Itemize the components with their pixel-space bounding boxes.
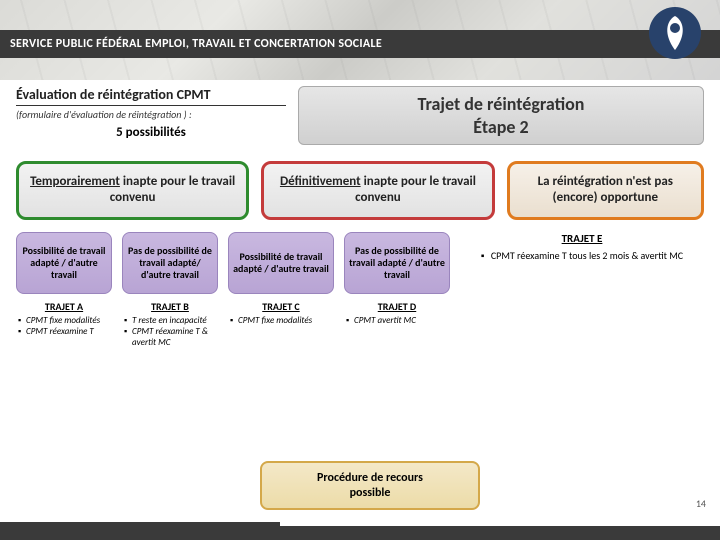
trajet-a-bullets: CPMT fixe modalités CPMT réexamine T xyxy=(16,315,112,338)
trajet-c-label: TRAJET C xyxy=(228,300,334,313)
cat-temp-under: Temporairement xyxy=(30,174,120,189)
trajet-a-label: TRAJET A xyxy=(16,300,112,313)
option-col-d: Pas de possibilité de travail adapté / d… xyxy=(344,232,450,349)
bullet: CPMT réexamine T & avertit MC xyxy=(124,326,216,349)
option-box-d: Pas de possibilité de travail adapté / d… xyxy=(344,232,450,294)
option-col-a: Possibilité de travail adapté / d'autre … xyxy=(16,232,112,349)
bullet: CPMT fixe modalités xyxy=(18,315,110,326)
cat-def-rest: inapte pour le travail convenu xyxy=(355,174,476,205)
trajet-d-label: TRAJET D xyxy=(344,300,450,313)
cat-temp-rest: inapte pour le travail convenu xyxy=(110,174,235,205)
evaluation-subtitle: (formulaire d'évaluation de réintégratio… xyxy=(16,108,286,121)
bullet: T reste en incapacité xyxy=(124,315,216,326)
category-temporary: Temporairement inapte pour le travail co… xyxy=(16,161,249,220)
bullet: CPMT réexamine T tous les 2 mois & avert… xyxy=(481,249,683,262)
trajet-e-label: TRAJET E xyxy=(460,232,704,245)
trajet-d-bullets: CPMT avertit MC xyxy=(344,315,450,326)
option-box-a: Possibilité de travail adapté / d'autre … xyxy=(16,232,112,294)
header-bar: SERVICE PUBLIC FÉDÉRAL EMPLOI, TRAVAIL E… xyxy=(0,30,720,58)
top-row: Évaluation de réintégration CPMT (formul… xyxy=(16,86,704,145)
cat-def-under: Définitivement xyxy=(280,174,361,189)
evaluation-count: 5 possibilités xyxy=(16,125,286,140)
trajet-b-bullets: T reste en incapacité CPMT réexamine T &… xyxy=(122,315,218,349)
recours-box: Procédure de recours possible xyxy=(260,461,480,510)
bullet: CPMT réexamine T xyxy=(18,326,110,337)
footer-bar xyxy=(0,526,720,540)
category-opportune: La réintégration n'est pas (encore) oppo… xyxy=(507,161,704,220)
options-row: Possibilité de travail adapté / d'autre … xyxy=(16,232,704,349)
trajet-c-bullets: CPMT fixe modalités xyxy=(228,315,334,326)
option-box-b: Pas de possibilité de travail adapté/ d'… xyxy=(122,232,218,294)
option-col-c: Possibilité de travail adapté / d'autre … xyxy=(228,232,334,349)
category-row: Temporairement inapte pour le travail co… xyxy=(16,161,704,220)
trajet-b-label: TRAJET B xyxy=(122,300,218,313)
agency-logo-icon xyxy=(648,6,702,60)
bullet: CPMT fixe modalités xyxy=(230,315,332,326)
bullet: CPMT avertit MC xyxy=(346,315,448,326)
agency-name: SERVICE PUBLIC FÉDÉRAL EMPLOI, TRAVAIL E… xyxy=(10,37,382,51)
trajet-e-bullets: CPMT réexamine T tous les 2 mois & avert… xyxy=(460,249,704,262)
evaluation-title: Évaluation de réintégration CPMT xyxy=(16,86,286,106)
cat-opp-text: La réintégration n'est pas (encore) oppo… xyxy=(538,174,673,205)
recours-line1: Procédure de recours xyxy=(266,471,474,485)
slide-content: Évaluation de réintégration CPMT (formul… xyxy=(0,80,720,348)
evaluation-block: Évaluation de réintégration CPMT (formul… xyxy=(16,86,286,145)
recours-line2: possible xyxy=(266,486,474,500)
stage-line2: Étape 2 xyxy=(299,116,703,139)
option-col-e: TRAJET E CPMT réexamine T tous les 2 moi… xyxy=(460,232,704,349)
option-box-c: Possibilité de travail adapté / d'autre … xyxy=(228,232,334,294)
option-col-b: Pas de possibilité de travail adapté/ d'… xyxy=(122,232,218,349)
category-definitive: Définitivement inapte pour le travail co… xyxy=(261,161,494,220)
page-number: 14 xyxy=(696,497,706,510)
stage-line1: Trajet de réintégration xyxy=(299,93,703,116)
stage-box: Trajet de réintégration Étape 2 xyxy=(298,86,704,145)
